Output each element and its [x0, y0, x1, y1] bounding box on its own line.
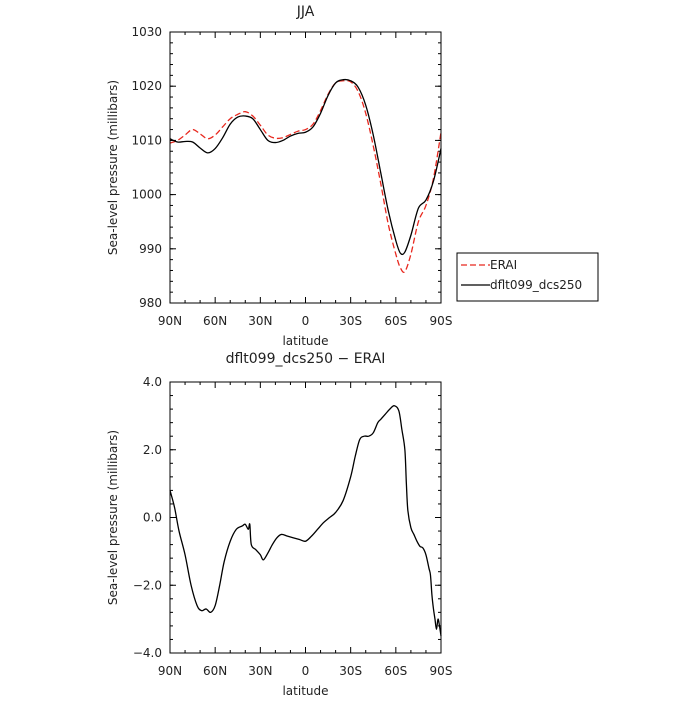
legend-box — [456, 252, 599, 302]
bottom-plot-area: 90N 60N 30N 0 30S 60S 90S −4.0 −2.0 0.0 2.0 4.0 — [133, 375, 453, 678]
top-y-tick-label: 1030 — [131, 25, 162, 39]
bottom-x-axis-label: latitude — [282, 684, 328, 698]
top-plot-frame — [169, 31, 442, 304]
bottom-y-axis-label: Sea-level pressure (millibars) — [106, 430, 120, 605]
bottom-x-tick-label: 60N — [203, 664, 227, 678]
bottom-y-tick-label: −4.0 — [133, 646, 162, 660]
top-x-tick-label: 30S — [339, 314, 362, 328]
bottom-series-line-difference — [169, 405, 442, 637]
bottom-x-tick-label: 60S — [384, 664, 407, 678]
top-y-tick-label: 1000 — [131, 188, 162, 202]
top-plot-area: 90N 60N 30N 0 30S 60S 90S 980 990 1000 1010 1020 103… — [131, 25, 452, 328]
top-y-tick-label: 980 — [139, 296, 162, 310]
top-y-tick-label: 1010 — [131, 133, 162, 147]
legend-erai-label: ERAI — [490, 258, 517, 272]
top-series-line-erai — [169, 79, 442, 273]
bottom-y-tick-label: 4.0 — [143, 375, 162, 389]
bottom-x-tick-label: 30N — [248, 664, 272, 678]
top-y-tick-label: 1020 — [131, 79, 162, 93]
top-panel: 90N 60N 30N 0 30S 60S 90S 980 990 1000 1010 1020 103… — [106, 4, 599, 348]
bottom-x-tick-label: 90S — [430, 664, 453, 678]
bottom-y-tick-label: 2.0 — [143, 443, 162, 457]
top-legend: ERAI dflt099_dcs250 — [456, 252, 599, 302]
top-x-tick-label: 60S — [384, 314, 407, 328]
bottom-y-tick-label: 0.0 — [143, 511, 162, 525]
top-x-axis-label: latitude — [282, 334, 328, 348]
bottom-chart-title: dflt099_dcs250 − ERAI — [226, 351, 386, 367]
bottom-panel: 90N 60N 30N 0 30S 60S 90S −4.0 −2.0 0.0 2.0 4.0 dfl… — [106, 351, 452, 698]
top-x-tick-label: 60N — [203, 314, 227, 328]
top-x-tick-label: 90N — [158, 314, 182, 328]
legend-model-label: dflt099_dcs250 — [490, 278, 582, 292]
top-series-line-dflt099-dcs250 — [169, 78, 442, 256]
bottom-x-tick-label: 30S — [339, 664, 362, 678]
bottom-plot-frame — [169, 381, 442, 654]
bottom-x-tick-label: 0 — [302, 664, 310, 678]
top-y-tick-label: 990 — [139, 242, 162, 256]
top-y-axis-label: Sea-level pressure (millibars) — [106, 80, 120, 255]
top-chart-title: JJA — [296, 4, 315, 20]
top-x-tick-label: 30N — [248, 314, 272, 328]
top-x-tick-label: 90S — [430, 314, 453, 328]
top-x-tick-label: 0 — [302, 314, 310, 328]
bottom-x-tick-label: 90N — [158, 664, 182, 678]
bottom-y-tick-label: −2.0 — [133, 578, 162, 592]
